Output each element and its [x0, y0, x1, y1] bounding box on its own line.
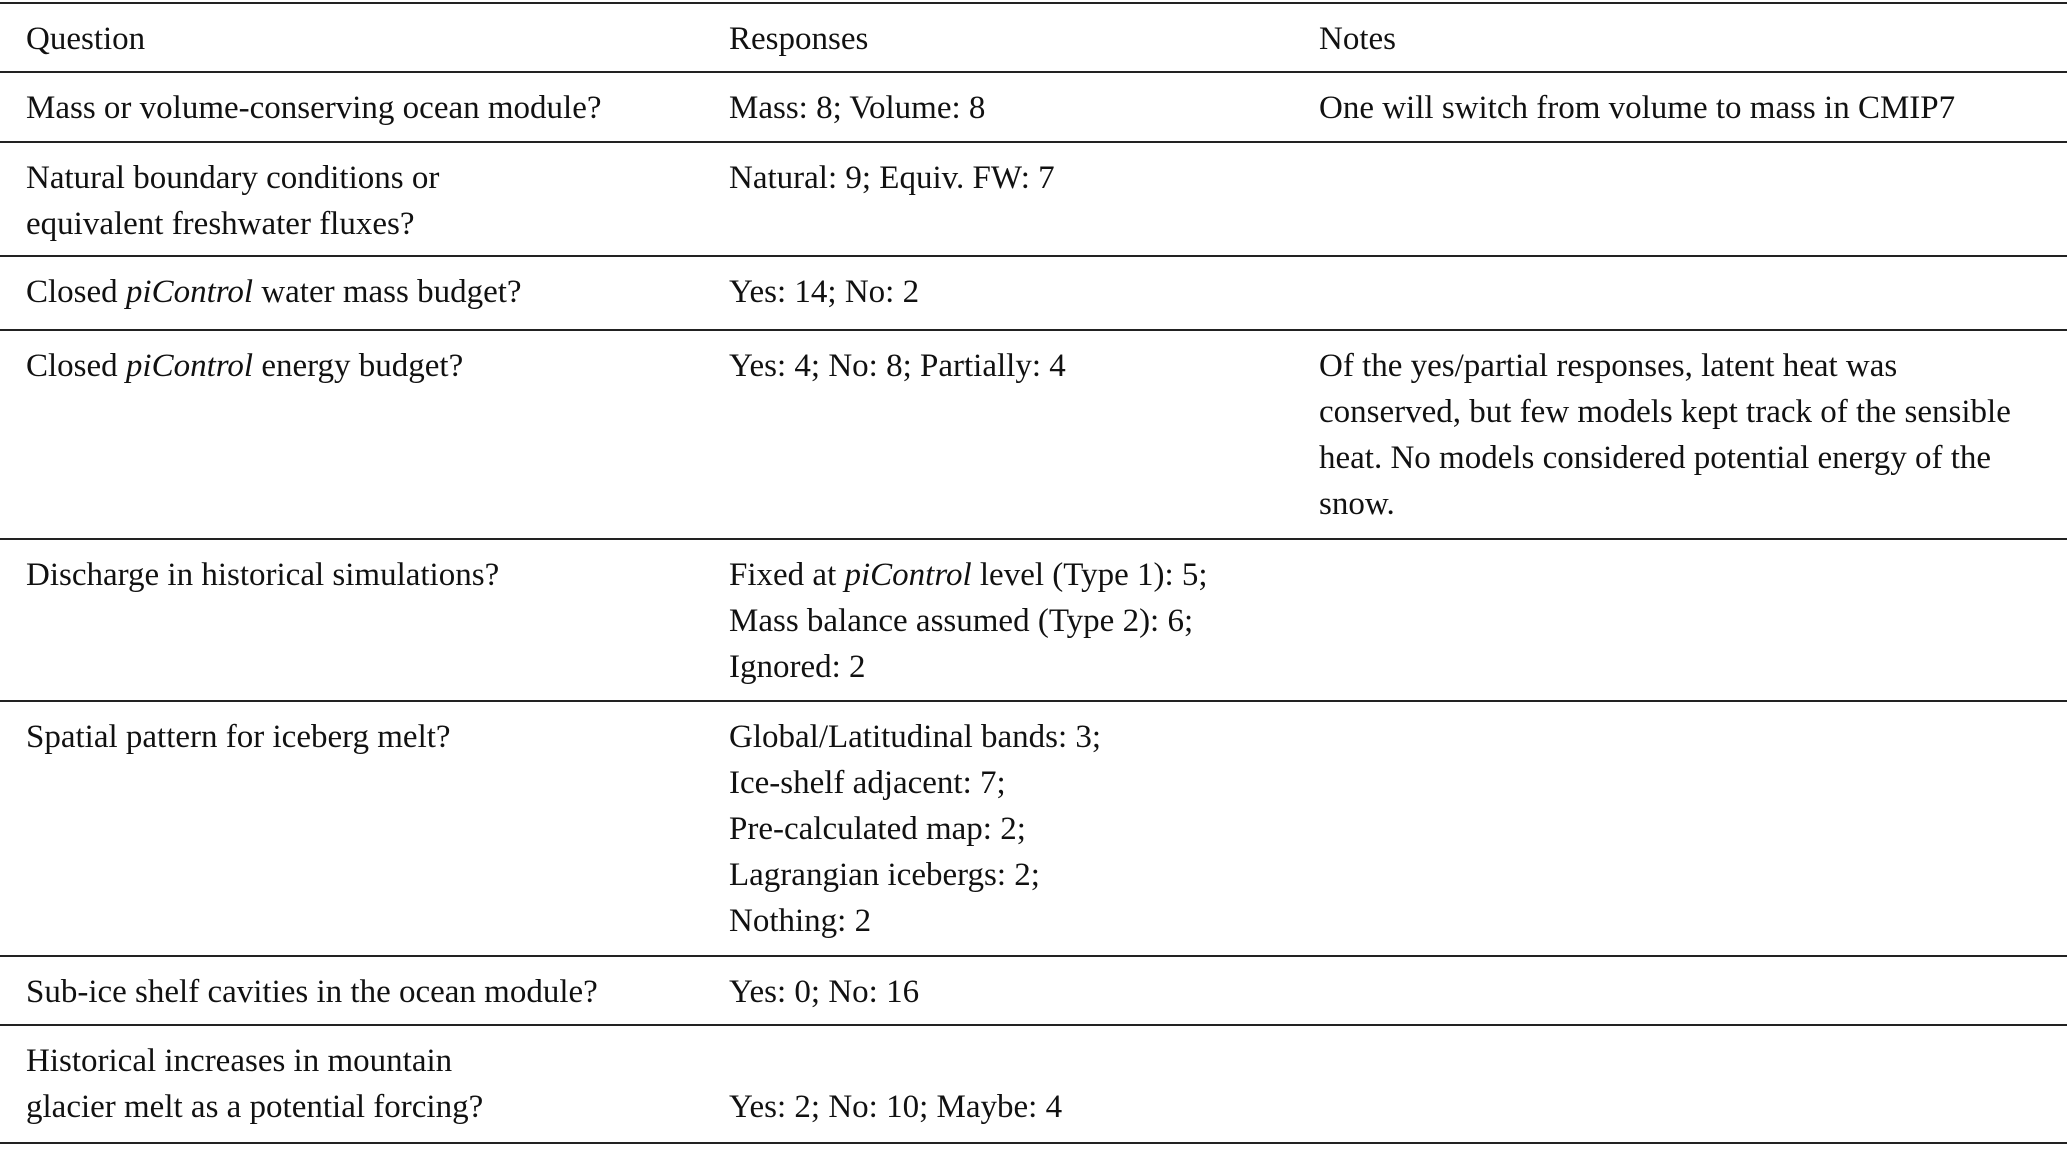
- notes-cell: [1319, 955, 2067, 1025]
- responses-cell: Fixed at piControl level (Type 1): 5; Mas…: [729, 538, 1319, 701]
- question-emphasis: piControl: [125, 274, 254, 310]
- notes-cell: Of the yes/partial responses, latent hea…: [1319, 329, 2067, 539]
- header-responses: Responses: [729, 2, 1319, 72]
- notes-cell: [1319, 255, 2067, 330]
- question-line: equivalent freshwater fluxes?: [26, 206, 415, 242]
- notes-cell: One will switch from volume to mass in C…: [1319, 71, 2067, 142]
- notes-cell: [1319, 141, 2067, 256]
- question-cell: Sub-ice shelf cavities in the ocean modu…: [0, 955, 729, 1025]
- question-text: water mass budget?: [253, 274, 522, 310]
- response-emphasis: piControl: [844, 557, 972, 593]
- response-line: Lagrangian icebergs: 2;: [729, 857, 1040, 893]
- notes-cell: [1319, 538, 2067, 701]
- question-text: Closed: [26, 274, 126, 310]
- response-text: Fixed at: [729, 557, 845, 593]
- question-line: Historical increases in mountain: [26, 1043, 453, 1079]
- question-line: glacier melt as a potential forcing?: [26, 1089, 484, 1125]
- table-row: Historical increases in mountain glacier …: [0, 1024, 2067, 1144]
- response-line: Mass balance assumed (Type 2): 6;: [729, 603, 1194, 639]
- response-line: Ignored: 2: [729, 649, 866, 685]
- table-row: Closed piControl energy budget? Yes: 4; …: [0, 329, 2067, 539]
- question-cell: Historical increases in mountain glacier …: [0, 1024, 729, 1144]
- response-line: Global/Latitudinal bands: 3;: [729, 719, 1102, 755]
- responses-cell: Yes: 4; No: 8; Partially: 4: [729, 329, 1319, 539]
- responses-cell: Global/Latitudinal bands: 3; Ice-shelf ad…: [729, 700, 1319, 956]
- response-text: level (Type 1): 5;: [971, 557, 1208, 593]
- question-cell: Spatial pattern for iceberg melt?: [0, 700, 729, 956]
- question-text: Closed: [26, 348, 126, 384]
- responses-cell: Yes: 2; No: 10; Maybe: 4: [729, 1024, 1319, 1144]
- question-text: energy budget?: [253, 348, 464, 384]
- header-row: Question Responses Notes: [0, 2, 2067, 72]
- response-line: Ice-shelf adjacent: 7;: [729, 765, 1006, 801]
- response-line: Nothing: 2: [729, 903, 872, 939]
- question-cell: Closed piControl water mass budget?: [0, 255, 729, 330]
- table-row: Closed piControl water mass budget? Yes:…: [0, 255, 2067, 330]
- table-row: Mass or volume-conserving ocean module? …: [0, 71, 2067, 142]
- responses-cell: Yes: 0; No: 16: [729, 955, 1319, 1025]
- question-cell: Mass or volume-conserving ocean module?: [0, 71, 729, 142]
- responses-cell: Yes: 14; No: 2: [729, 255, 1319, 330]
- header-notes: Notes: [1319, 2, 2067, 72]
- question-cell: Natural boundary conditions or equivalent…: [0, 141, 729, 256]
- question-cell: Discharge in historical simulations?: [0, 538, 729, 701]
- header-question: Question: [0, 2, 729, 72]
- responses-cell: Natural: 9; Equiv. FW: 7: [729, 141, 1319, 256]
- responses-cell: Mass: 8; Volume: 8: [729, 71, 1319, 142]
- question-cell: Closed piControl energy budget?: [0, 329, 729, 539]
- table-row: Discharge in historical simulations? Fix…: [0, 538, 2067, 701]
- table-row: Sub-ice shelf cavities in the ocean modu…: [0, 955, 2067, 1025]
- question-emphasis: piControl: [125, 348, 254, 384]
- response-line: Pre-calculated map: 2;: [729, 811, 1026, 847]
- table-row: Spatial pattern for iceberg melt? Global…: [0, 700, 2067, 956]
- notes-cell: [1319, 1024, 2067, 1144]
- question-line: Natural boundary conditions or: [26, 160, 440, 196]
- table-row: Natural boundary conditions or equivalent…: [0, 141, 2067, 256]
- notes-cell: [1319, 700, 2067, 956]
